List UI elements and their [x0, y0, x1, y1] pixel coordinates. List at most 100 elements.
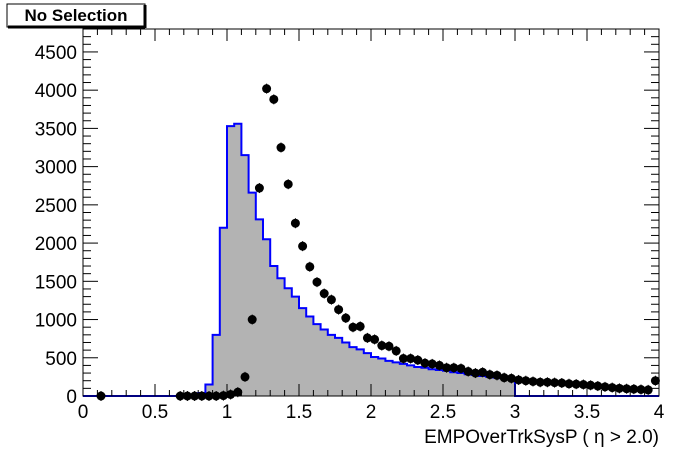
y-tick-label: 3000	[35, 158, 77, 179]
histogram-bar	[320, 329, 329, 396]
data-point	[571, 379, 581, 389]
data-point	[254, 183, 264, 193]
histogram-bar	[500, 378, 509, 396]
x-tick-label: 1.5	[286, 402, 312, 423]
data-point	[506, 373, 516, 383]
data-point	[542, 377, 552, 387]
data-point	[283, 179, 293, 189]
data-point	[456, 363, 466, 373]
histogram-bar	[241, 155, 250, 396]
data-points-layer	[96, 83, 660, 401]
data-point	[326, 295, 336, 305]
data-point	[521, 376, 531, 386]
histogram-bar	[435, 370, 444, 396]
histogram-bar	[421, 367, 430, 396]
histogram-bar	[479, 375, 487, 396]
histogram-bar	[270, 266, 278, 396]
data-point	[485, 370, 495, 380]
histogram-bar	[392, 362, 401, 396]
histogram-bar	[407, 365, 415, 396]
histogram-bar	[443, 370, 451, 396]
data-point	[312, 277, 322, 287]
data-point	[643, 385, 653, 395]
data-point	[413, 355, 423, 365]
histogram-bar	[471, 374, 480, 396]
data-point	[442, 363, 452, 373]
data-point	[564, 379, 574, 389]
histogram-bar	[507, 379, 516, 396]
histogram-bar	[212, 334, 221, 396]
chart-title-box: No Selection	[6, 3, 147, 29]
data-point	[226, 389, 236, 399]
x-tick-label: 2	[366, 402, 377, 423]
y-tick-label: 1000	[35, 311, 77, 332]
histogram-bar	[335, 337, 343, 396]
histogram-bar	[227, 126, 235, 396]
y-axis: 0 500 1000 1500 2000 2500 3000 3500 4000 4500	[35, 28, 659, 408]
histogram-bar	[248, 192, 257, 396]
data-point	[463, 367, 473, 377]
data-point	[240, 372, 250, 382]
histogram-bar	[399, 363, 408, 396]
y-tick-label: 4000	[35, 81, 77, 102]
x-tick-label: 4	[654, 402, 665, 423]
data-point	[499, 373, 509, 383]
histogram-bar	[327, 334, 336, 396]
data-point	[377, 341, 387, 351]
histogram-bar	[291, 296, 300, 396]
data-point	[348, 322, 358, 332]
data-point	[298, 241, 308, 251]
histogram-bar	[219, 227, 228, 396]
x-tick-label: 2.5	[430, 402, 456, 423]
data-point	[334, 305, 344, 315]
x-tick-label: 3	[510, 402, 521, 423]
data-point	[614, 383, 624, 393]
data-point	[492, 370, 502, 380]
y-tick-label: 1500	[35, 272, 77, 293]
data-point	[470, 368, 480, 378]
histogram-bar	[277, 278, 286, 396]
y-tick-label: 500	[45, 349, 77, 370]
x-tick-label: 0.5	[142, 402, 168, 423]
data-point	[593, 381, 603, 391]
histogram-bar	[299, 308, 307, 396]
histogram-bar	[414, 366, 422, 396]
histogram-bar	[385, 360, 394, 396]
y-tick-label: 2000	[35, 234, 77, 255]
histogram-layer	[83, 122, 659, 397]
histogram-bar	[378, 358, 386, 396]
histogram-bar	[205, 384, 214, 396]
data-point	[514, 375, 524, 385]
data-point	[384, 341, 394, 351]
histogram-outline	[83, 122, 659, 397]
data-point	[578, 380, 588, 390]
data-point	[406, 354, 416, 364]
histogram-bar	[284, 288, 293, 396]
histogram-bar	[363, 353, 372, 396]
data-point	[586, 380, 596, 390]
data-point	[622, 384, 632, 394]
data-point	[449, 363, 459, 373]
x-tick-label: 3.5	[574, 402, 600, 423]
data-point	[607, 383, 617, 393]
x-axis: 0 0.5 1 1.5 2 2.5 3 3.5 4	[78, 29, 665, 423]
histogram-bar	[349, 347, 358, 396]
histogram-bar	[450, 372, 458, 396]
data-point	[233, 387, 243, 397]
data-point	[629, 384, 639, 394]
histogram-bar	[313, 324, 322, 396]
data-point	[341, 313, 351, 323]
data-point	[398, 354, 408, 364]
chart-title: No Selection	[25, 6, 128, 25]
histogram-bar	[234, 123, 242, 396]
data-point	[276, 143, 286, 153]
data-point	[262, 84, 272, 94]
histogram-bar	[371, 357, 379, 396]
data-point	[247, 315, 257, 325]
data-point	[391, 346, 401, 356]
data-point	[478, 367, 488, 377]
histogram-bar	[457, 373, 466, 396]
data-point	[434, 360, 444, 370]
data-point	[362, 333, 372, 343]
